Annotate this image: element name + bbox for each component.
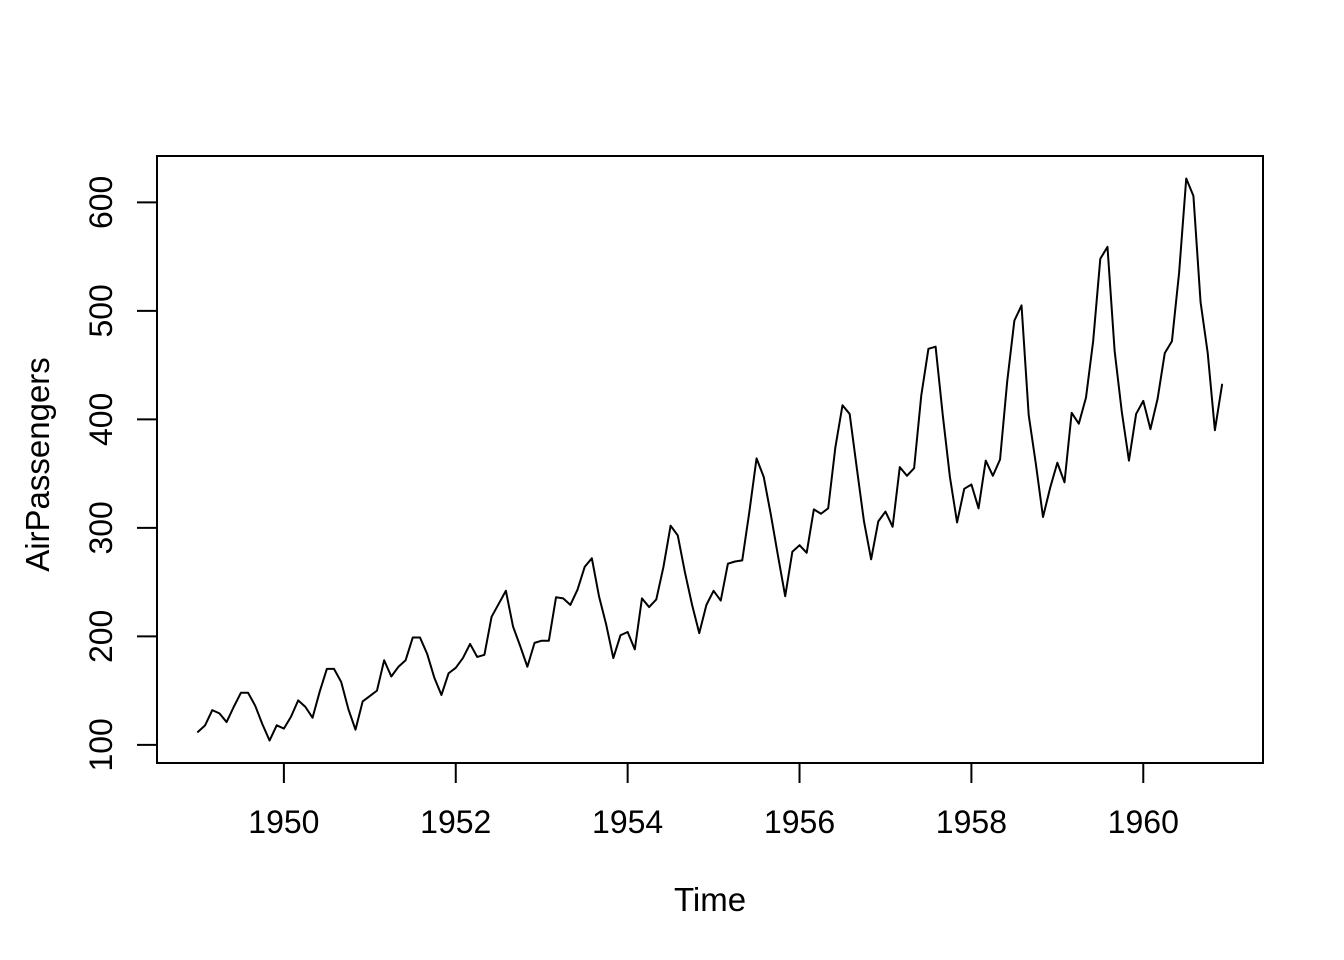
- x-tick-label: 1950: [248, 804, 319, 840]
- y-axis-title: AirPassengers: [19, 357, 56, 572]
- y-tick-label: 400: [83, 393, 119, 446]
- plot-box: [156, 155, 1264, 764]
- y-tick-label: 500: [83, 284, 119, 337]
- x-tick-label: 1952: [420, 804, 491, 840]
- x-tick-label: 1958: [936, 804, 1007, 840]
- y-tick-label: 200: [83, 610, 119, 663]
- y-tick-label: 100: [83, 718, 119, 771]
- y-tick-label: 300: [83, 501, 119, 554]
- x-tick-label: 1956: [764, 804, 835, 840]
- x-tick-label: 1954: [592, 804, 663, 840]
- series-line-airpassengers: [196, 177, 1224, 742]
- x-axis-title: Time: [674, 881, 746, 918]
- y-tick-label: 600: [83, 176, 119, 229]
- x-tick-label: 1960: [1108, 804, 1179, 840]
